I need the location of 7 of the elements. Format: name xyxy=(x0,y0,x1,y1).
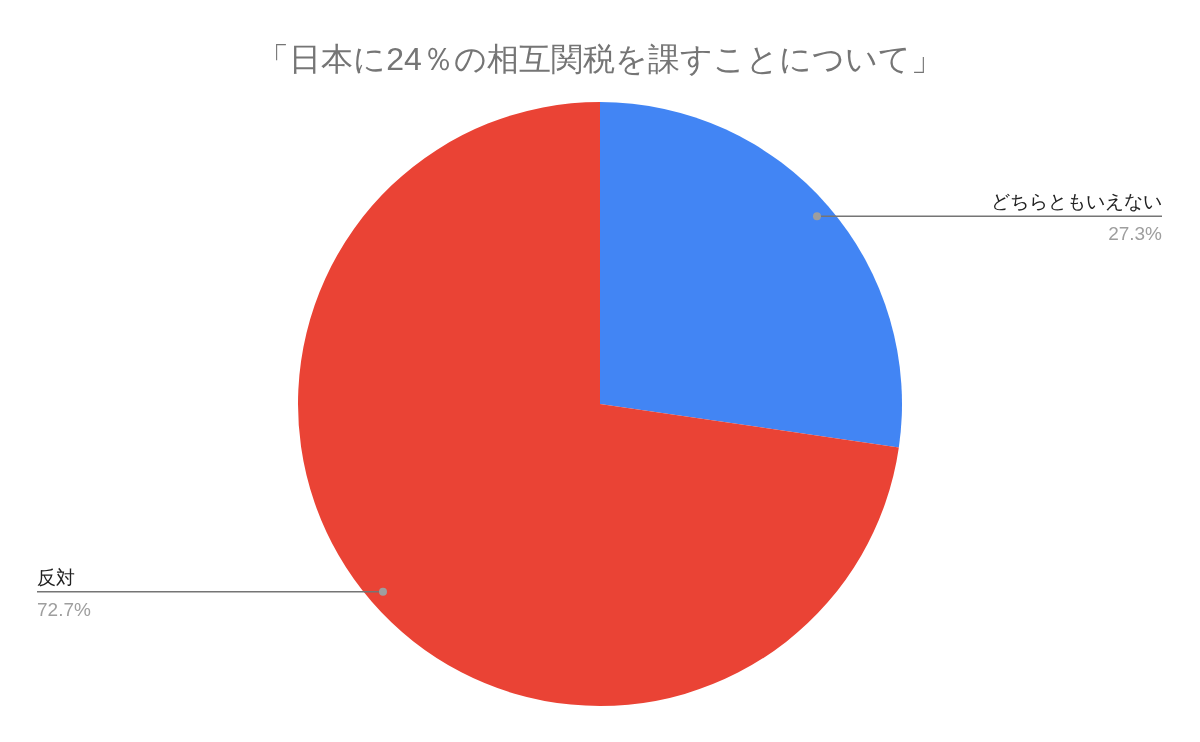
chart-title: 「日本に24％の相互関税を課すことについて」 xyxy=(257,41,943,77)
slice-label: 反対 xyxy=(37,566,75,588)
slice-label: どちらともいえない xyxy=(991,191,1162,213)
data-label: 72.7% xyxy=(37,598,91,620)
data-label: 27.3% xyxy=(1108,223,1163,245)
pie-slice xyxy=(600,102,902,448)
pie-slice xyxy=(298,102,899,706)
